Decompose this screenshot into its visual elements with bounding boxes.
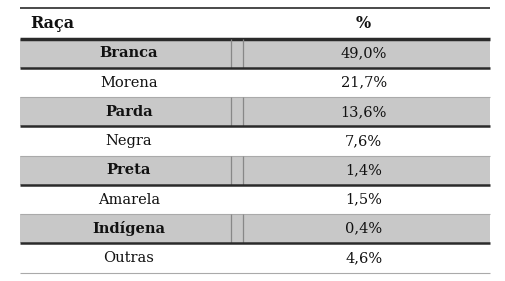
Text: 7,6%: 7,6% bbox=[345, 134, 382, 148]
Bar bbox=[20, 185, 490, 214]
Text: 13,6%: 13,6% bbox=[340, 105, 387, 119]
Text: %: % bbox=[356, 15, 371, 32]
Text: 1,4%: 1,4% bbox=[345, 163, 382, 177]
Text: Amarela: Amarela bbox=[97, 192, 160, 207]
Text: 21,7%: 21,7% bbox=[340, 76, 387, 90]
Text: 1,5%: 1,5% bbox=[345, 192, 382, 207]
Bar bbox=[20, 68, 490, 97]
Text: Morena: Morena bbox=[100, 76, 158, 90]
Bar bbox=[20, 39, 490, 68]
Text: 0,4%: 0,4% bbox=[345, 222, 382, 236]
Text: Outras: Outras bbox=[104, 251, 154, 265]
Bar bbox=[20, 126, 490, 156]
Bar bbox=[20, 243, 490, 273]
Bar bbox=[20, 214, 490, 243]
Text: Preta: Preta bbox=[107, 163, 151, 177]
Text: Parda: Parda bbox=[105, 105, 153, 119]
Text: Raça: Raça bbox=[30, 15, 74, 32]
Text: 4,6%: 4,6% bbox=[345, 251, 382, 265]
Bar bbox=[20, 156, 490, 185]
Text: Indígena: Indígena bbox=[92, 221, 165, 236]
Text: 49,0%: 49,0% bbox=[340, 46, 387, 60]
Bar bbox=[20, 97, 490, 126]
Text: Branca: Branca bbox=[99, 46, 158, 60]
Text: Negra: Negra bbox=[106, 134, 152, 148]
